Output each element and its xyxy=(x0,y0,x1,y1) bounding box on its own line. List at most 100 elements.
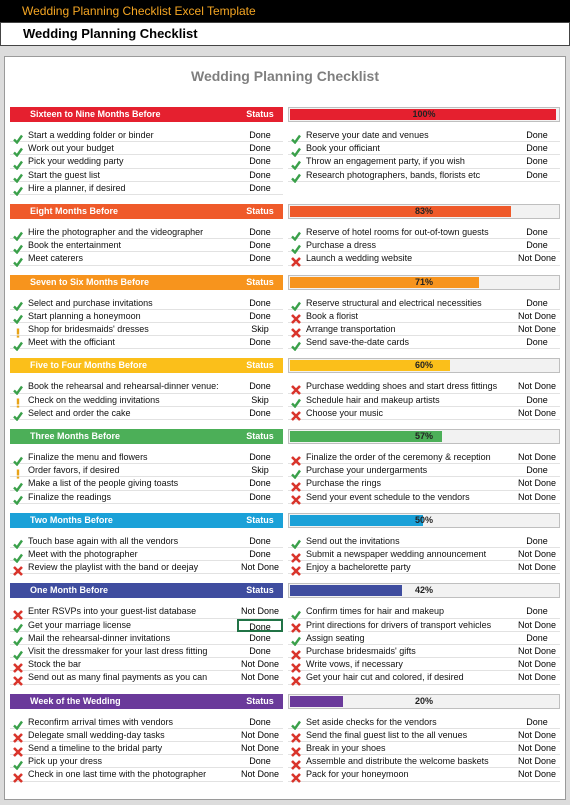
task-text: Pick your wedding party xyxy=(28,156,124,167)
task-status: Skip xyxy=(251,324,269,334)
status-icon xyxy=(291,730,301,744)
task-row xyxy=(10,155,283,169)
status-icon xyxy=(291,466,301,480)
progress-label: 42% xyxy=(414,585,433,596)
task-text: Book the rehearsal and rehearsal-dinner … xyxy=(28,381,219,392)
status-icon xyxy=(291,647,301,660)
task-text: Choose your music xyxy=(306,407,384,418)
task-row xyxy=(288,169,560,182)
status-icon xyxy=(291,744,301,757)
task-text: Hire a planner, if desired xyxy=(28,182,126,193)
section-header: Two Months Before xyxy=(10,512,283,528)
status-icon xyxy=(13,633,23,647)
task-row xyxy=(288,323,560,337)
status-header: Status xyxy=(246,695,274,706)
status-icon xyxy=(13,338,23,352)
progress-label: 57% xyxy=(414,431,433,441)
task-text: Break in your shoes xyxy=(306,743,386,753)
progress-row xyxy=(288,693,560,709)
task-text: Touch base again with all the vendors xyxy=(28,535,179,546)
progress-label: 60% xyxy=(414,360,433,371)
task-status: Done xyxy=(526,535,548,546)
task-text: Order favors, if desired xyxy=(28,465,120,476)
status-icon xyxy=(13,131,23,144)
task-text: Review the playlist with the band or dee… xyxy=(28,562,199,573)
task-row xyxy=(288,407,560,420)
status-icon xyxy=(291,298,301,312)
task-text: Purchase your undergarments xyxy=(306,465,428,476)
task-text: Check in one last time with the photogra… xyxy=(28,769,207,780)
task-text: Launch a wedding website xyxy=(306,253,413,264)
task-text: Finalize the readings xyxy=(28,491,112,502)
task-status: Not Done xyxy=(240,606,280,617)
task-status: Done xyxy=(249,535,271,546)
task-text: Purchase wedding shoes and start dress f… xyxy=(306,381,498,392)
status-icon xyxy=(291,382,301,395)
task-status: Done xyxy=(526,606,548,617)
task-text: Meet with the photographer xyxy=(28,549,138,559)
task-row xyxy=(288,742,560,756)
task-row xyxy=(288,619,560,632)
status-header: Status xyxy=(246,109,274,119)
status-icon xyxy=(291,395,301,409)
task-status: Not Done xyxy=(240,672,280,683)
section-header: Three Months Before xyxy=(10,429,283,444)
status-icon xyxy=(291,157,301,171)
task-status: Not Done xyxy=(517,562,557,573)
task-row xyxy=(288,297,560,310)
progress-bar xyxy=(290,360,450,372)
task-text: Research photographers, bands, florists … xyxy=(306,169,481,180)
progress-bar xyxy=(290,695,344,707)
task-status: Not Done xyxy=(517,646,557,656)
task-row xyxy=(288,658,560,672)
status-icon xyxy=(13,144,23,158)
sheet-title: Wedding Planning Checklist xyxy=(191,68,379,84)
status-icon xyxy=(291,633,301,647)
task-row xyxy=(288,548,560,562)
status-icon xyxy=(13,183,23,197)
section-header: Five to Four Months Before xyxy=(10,358,283,374)
status-icon xyxy=(291,325,301,338)
task-row xyxy=(10,252,283,266)
task-status: Not Done xyxy=(517,310,557,321)
status-icon xyxy=(13,660,23,673)
status-icon xyxy=(291,673,301,686)
status-icon xyxy=(291,757,301,770)
status-icon xyxy=(13,241,23,255)
status-icon xyxy=(13,744,23,757)
task-row xyxy=(10,658,283,672)
task-status: Done xyxy=(526,465,548,476)
status-icon xyxy=(291,607,301,621)
task-text: Pack for your honeymoon xyxy=(306,769,409,780)
status-header: Status xyxy=(246,431,274,441)
task-text: Get your hair cut and colored, if desire… xyxy=(306,672,464,683)
task-status: Not Done xyxy=(517,756,557,767)
task-row xyxy=(10,742,283,756)
status-icon xyxy=(13,717,23,731)
task-text: Send out as many final payments as you c… xyxy=(28,672,208,683)
task-status: Done xyxy=(526,143,548,154)
status-icon xyxy=(291,311,301,325)
task-status: Not Done xyxy=(517,452,557,462)
task-row xyxy=(10,632,283,645)
task-row xyxy=(10,297,283,310)
task-row xyxy=(10,182,283,195)
task-text: Submit a newspaper wedding announcement xyxy=(306,549,487,559)
section-header: One Month Before xyxy=(10,583,283,599)
progress-label: 50% xyxy=(414,514,433,525)
task-row xyxy=(288,239,560,253)
task-row xyxy=(10,407,283,420)
progress-label: 83% xyxy=(414,206,433,216)
task-row xyxy=(10,768,283,782)
task-status: Done xyxy=(526,227,548,237)
task-row xyxy=(288,451,560,465)
task-row xyxy=(10,169,283,182)
task-text: Start the guest list xyxy=(28,169,101,180)
status-icon xyxy=(13,408,23,422)
progress-bar xyxy=(290,276,479,288)
task-status: Not Done xyxy=(240,769,280,780)
task-status: Not Done xyxy=(240,729,280,740)
status-icon xyxy=(291,563,301,576)
task-status: Not Done xyxy=(517,491,557,502)
task-text: Mail the rehearsal-dinner invitations xyxy=(28,632,171,643)
